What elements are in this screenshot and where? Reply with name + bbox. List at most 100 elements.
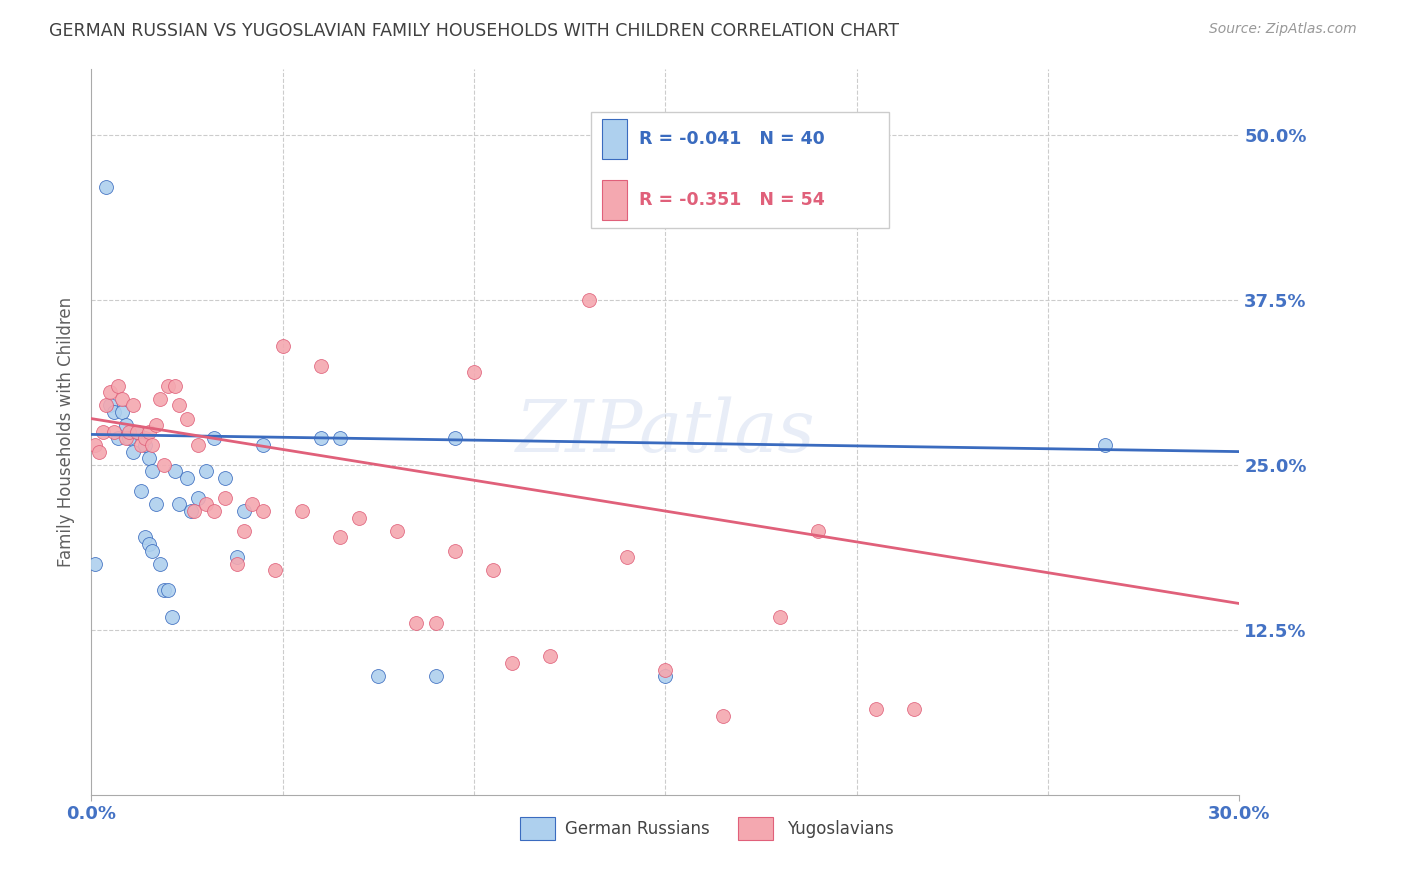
Point xyxy=(138,451,160,466)
Point xyxy=(134,431,156,445)
Bar xyxy=(602,179,627,219)
Point xyxy=(463,365,485,379)
Point xyxy=(309,431,332,445)
Point xyxy=(865,702,887,716)
Point xyxy=(807,524,830,538)
Y-axis label: Family Households with Children: Family Households with Children xyxy=(58,297,75,566)
Point xyxy=(129,438,152,452)
Point xyxy=(107,378,129,392)
Bar xyxy=(602,120,627,160)
Point xyxy=(118,431,141,445)
Text: R = -0.351   N = 54: R = -0.351 N = 54 xyxy=(638,191,824,209)
Point xyxy=(252,438,274,452)
Point xyxy=(165,464,187,478)
Point xyxy=(347,510,370,524)
Point xyxy=(141,543,163,558)
Point xyxy=(482,564,505,578)
Point xyxy=(134,531,156,545)
Point xyxy=(180,504,202,518)
Point xyxy=(149,557,172,571)
Point xyxy=(129,484,152,499)
Point xyxy=(176,471,198,485)
Point xyxy=(165,378,187,392)
Point xyxy=(149,392,172,406)
Point xyxy=(233,524,256,538)
Point xyxy=(153,583,176,598)
Point xyxy=(153,458,176,472)
Point xyxy=(194,498,217,512)
Point xyxy=(187,438,209,452)
Point xyxy=(711,708,734,723)
Point xyxy=(145,418,167,433)
Point xyxy=(183,504,205,518)
Point xyxy=(156,378,179,392)
Point xyxy=(225,557,247,571)
Point xyxy=(214,471,236,485)
Point xyxy=(1094,438,1116,452)
Point xyxy=(903,702,925,716)
Point xyxy=(291,504,314,518)
Point xyxy=(122,398,145,412)
Point xyxy=(96,180,118,194)
Point xyxy=(167,498,190,512)
Point xyxy=(138,537,160,551)
Point xyxy=(125,425,148,439)
Text: R = -0.041   N = 40: R = -0.041 N = 40 xyxy=(638,130,824,148)
Point xyxy=(107,431,129,445)
Text: Source: ZipAtlas.com: Source: ZipAtlas.com xyxy=(1209,22,1357,37)
Point xyxy=(387,524,409,538)
Point xyxy=(122,444,145,458)
Point xyxy=(616,550,638,565)
Point xyxy=(118,425,141,439)
Point xyxy=(501,656,523,670)
Point xyxy=(367,669,389,683)
Point xyxy=(194,464,217,478)
Point xyxy=(87,444,110,458)
Point xyxy=(202,504,225,518)
Point xyxy=(263,564,285,578)
Point xyxy=(91,425,114,439)
Point xyxy=(141,438,163,452)
Point xyxy=(271,339,294,353)
Point xyxy=(187,491,209,505)
Point xyxy=(538,649,561,664)
Point xyxy=(329,531,352,545)
Point xyxy=(111,392,134,406)
Point xyxy=(84,557,107,571)
Point xyxy=(225,550,247,565)
Point xyxy=(214,491,236,505)
Point xyxy=(84,438,107,452)
Point xyxy=(425,669,447,683)
Point xyxy=(103,425,125,439)
Text: Yugoslavians: Yugoslavians xyxy=(787,820,894,838)
Point xyxy=(176,411,198,425)
Point xyxy=(156,583,179,598)
Point xyxy=(329,431,352,445)
Point xyxy=(111,405,134,419)
Point xyxy=(240,498,263,512)
Point xyxy=(98,385,121,400)
Point xyxy=(134,438,156,452)
Point xyxy=(141,464,163,478)
Point xyxy=(769,609,792,624)
Text: GERMAN RUSSIAN VS YUGOSLAVIAN FAMILY HOUSEHOLDS WITH CHILDREN CORRELATION CHART: GERMAN RUSSIAN VS YUGOSLAVIAN FAMILY HOU… xyxy=(49,22,900,40)
Point xyxy=(425,616,447,631)
Point xyxy=(233,504,256,518)
Point xyxy=(103,405,125,419)
Point xyxy=(138,425,160,439)
Point xyxy=(98,398,121,412)
FancyBboxPatch shape xyxy=(591,112,889,228)
Point xyxy=(145,498,167,512)
Point xyxy=(96,398,118,412)
Point xyxy=(252,504,274,518)
Point xyxy=(578,293,600,307)
Point xyxy=(443,431,465,445)
Point xyxy=(202,431,225,445)
Text: ZIPatlas: ZIPatlas xyxy=(516,397,815,467)
Point xyxy=(309,359,332,373)
Point xyxy=(160,609,183,624)
Point xyxy=(654,669,676,683)
Point xyxy=(167,398,190,412)
Text: German Russians: German Russians xyxy=(565,820,710,838)
Point xyxy=(125,425,148,439)
